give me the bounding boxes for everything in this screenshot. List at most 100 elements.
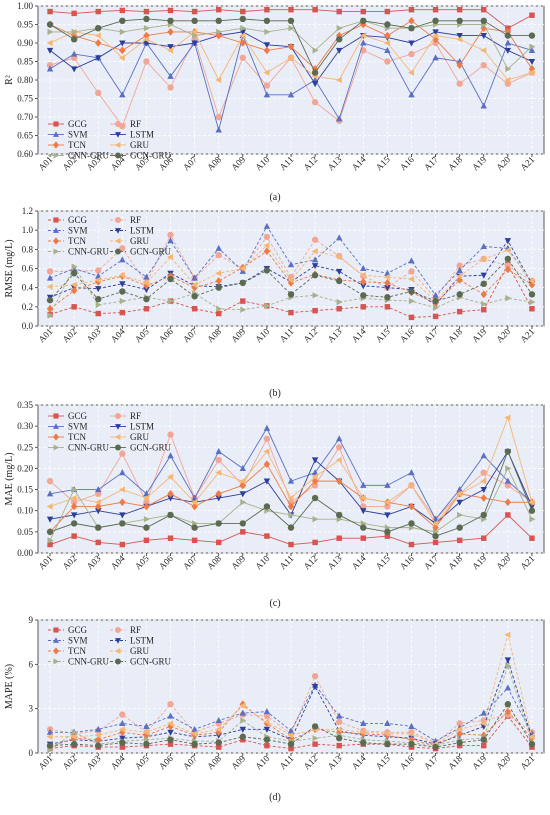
data-point — [263, 478, 271, 485]
data-point — [360, 292, 367, 299]
data-point — [167, 7, 174, 14]
legend-label: TCN — [68, 140, 87, 150]
x-tick-label: A12 — [301, 326, 319, 344]
legend-label: RF — [130, 411, 141, 421]
series-line — [50, 634, 533, 745]
data-point — [70, 733, 77, 740]
x-tick-label: A21 — [518, 553, 536, 571]
data-point — [359, 272, 366, 279]
data-point — [143, 15, 150, 23]
data-point — [504, 414, 511, 421]
data-point — [383, 273, 390, 281]
data-point — [119, 46, 126, 55]
x-tick-label: A12 — [301, 553, 319, 571]
y-axis-label: MAE (mg/L) — [4, 452, 15, 505]
data-point — [408, 520, 415, 527]
data-point — [288, 6, 294, 13]
legend-label: GRU — [130, 236, 150, 246]
x-tick-label: A03 — [85, 553, 103, 571]
data-point — [504, 238, 512, 245]
x-tick-label: A14 — [350, 326, 368, 344]
data-point — [118, 272, 125, 279]
legend-label: SVM — [68, 226, 88, 236]
series-line — [49, 664, 533, 751]
data-point — [335, 253, 342, 261]
legend-label: RF — [130, 625, 141, 635]
data-point — [287, 477, 295, 484]
data-point — [167, 84, 174, 91]
data-point — [408, 268, 415, 275]
data-point — [119, 7, 126, 14]
x-tick-label: A04 — [109, 326, 127, 344]
legend: GCG RF SVM LSTM TCN GRU CNN-GRU GCN-GRU — [48, 411, 172, 453]
data-point — [191, 40, 198, 47]
legend-label: LSTM — [130, 636, 154, 646]
y-tick-label: 0.10 — [17, 506, 33, 516]
y-tick-label: 0.30 — [17, 421, 33, 431]
data-point — [47, 537, 54, 544]
data-point — [47, 28, 54, 36]
data-point — [456, 272, 463, 280]
x-tick-label: A17 — [422, 553, 440, 571]
data-point — [239, 520, 247, 527]
data-point — [408, 25, 415, 32]
data-point — [504, 701, 512, 708]
data-point — [167, 720, 174, 727]
data-point — [239, 279, 247, 287]
panel-caption: (c) — [269, 598, 280, 609]
data-point — [70, 740, 78, 748]
data-point — [311, 263, 319, 270]
data-point — [215, 489, 222, 498]
data-point — [288, 511, 295, 519]
x-tick-label: A09 — [229, 154, 247, 172]
data-point — [456, 262, 463, 269]
data-point — [143, 25, 150, 32]
data-point — [239, 477, 246, 485]
legend-label: TCN — [68, 646, 87, 656]
data-point — [115, 121, 121, 127]
data-point — [408, 740, 415, 748]
data-point — [191, 537, 198, 544]
data-point — [53, 217, 59, 223]
data-point — [53, 423, 59, 429]
data-point — [504, 265, 512, 274]
data-point — [384, 279, 391, 287]
y-axis-label: R² — [4, 75, 15, 85]
data-point — [335, 712, 343, 719]
data-point — [432, 32, 439, 39]
data-point — [311, 272, 319, 279]
data-point — [528, 277, 535, 285]
data-point — [215, 126, 222, 133]
data-point — [119, 281, 126, 288]
legend-label: SVM — [68, 130, 88, 140]
data-point — [504, 498, 512, 507]
data-point — [143, 537, 150, 544]
data-point — [118, 54, 125, 61]
data-point — [215, 744, 222, 750]
data-point — [46, 516, 54, 523]
data-point — [119, 309, 126, 316]
data-point — [95, 508, 102, 515]
data-point — [335, 268, 343, 275]
data-point — [167, 712, 174, 719]
legend-label: SVM — [68, 636, 88, 646]
data-point — [53, 248, 60, 255]
y-tick-label: 9 — [29, 615, 34, 625]
data-point — [287, 502, 295, 511]
data-point — [263, 69, 270, 76]
data-point — [384, 21, 391, 28]
x-tick-label: A16 — [398, 154, 416, 172]
data-point — [311, 256, 319, 263]
series-gcn-gru — [46, 15, 536, 76]
data-point — [384, 46, 391, 53]
x-tick-label: A15 — [374, 154, 392, 172]
x-tick-label: A19 — [470, 154, 488, 172]
data-point — [360, 719, 367, 727]
x-tick-label: A02 — [61, 553, 79, 571]
data-point — [46, 304, 54, 313]
data-point — [95, 486, 102, 493]
y-tick-label: 0.00 — [17, 548, 33, 558]
data-point — [360, 524, 367, 531]
data-point — [70, 494, 77, 502]
data-point — [407, 482, 415, 489]
